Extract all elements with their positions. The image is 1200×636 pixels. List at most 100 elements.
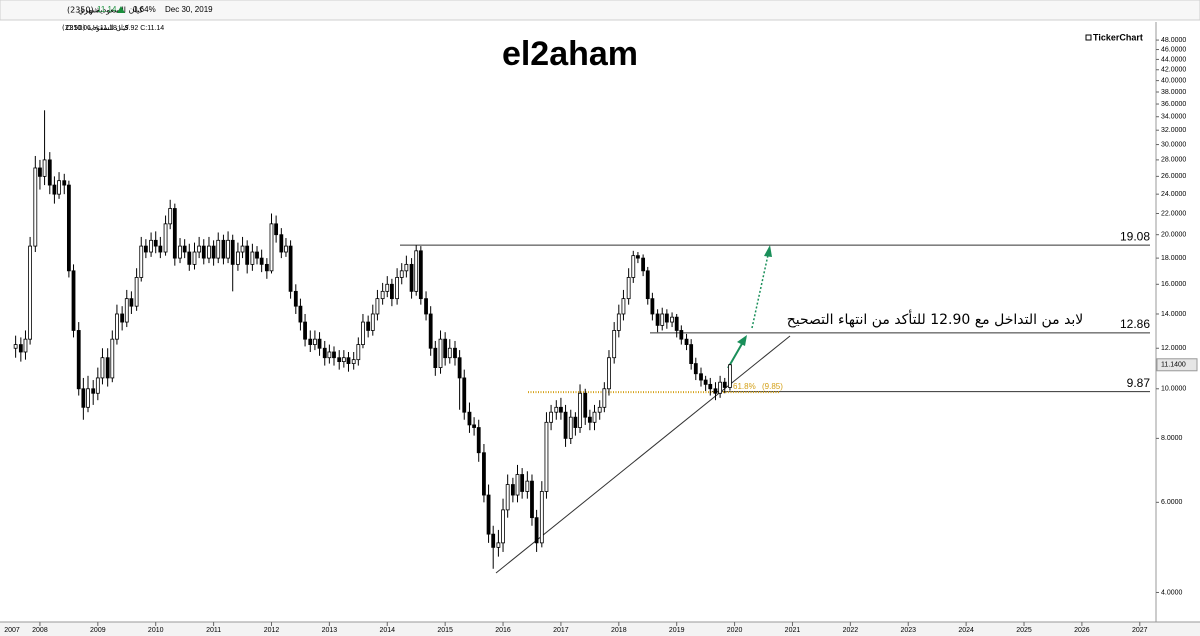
- candle-body: [380, 290, 385, 300]
- y-tick-label: 30.0000: [1161, 141, 1186, 148]
- arrow-head: [764, 245, 772, 257]
- candle-body: [124, 298, 129, 323]
- candle-body: [467, 411, 472, 426]
- candle-body: [433, 347, 438, 368]
- candle-body: [308, 338, 313, 345]
- candle-body: [327, 351, 332, 359]
- y-tick-label: 48.0000: [1161, 37, 1186, 44]
- y-tick-label: 12.0000: [1161, 345, 1186, 352]
- candle-body: [578, 392, 582, 428]
- candle-body: [95, 377, 100, 394]
- candle-body: [33, 167, 38, 247]
- logo: TickerChart: [1093, 32, 1143, 42]
- x-tick-label: 2013: [322, 627, 338, 634]
- candle-body: [197, 245, 202, 253]
- candle-body: [274, 223, 279, 236]
- candle-body: [172, 208, 177, 259]
- candle-body: [520, 474, 525, 492]
- candle-body: [187, 251, 192, 265]
- ohlc: O:10.06 H:11.18 L:9.92 C:11.14: [66, 25, 164, 32]
- x-tick-label: 2012: [264, 627, 280, 634]
- y-tick-label: 26.0000: [1161, 173, 1186, 180]
- level-label: 12.86: [1120, 317, 1150, 331]
- last-price-label: 11.1400: [1161, 362, 1186, 369]
- chart-title: el2aham: [502, 35, 638, 73]
- candle-body: [298, 305, 303, 323]
- x-tick-label: 2019: [669, 627, 685, 634]
- candle-body: [71, 270, 76, 331]
- candle-body: [178, 245, 182, 259]
- annotation: لابد من التداخل مع 12.90 للتأكد من انتها…: [787, 309, 1084, 328]
- candle-body: [52, 184, 57, 195]
- candle-body: [76, 330, 81, 390]
- candle-body: [626, 277, 631, 300]
- candle-body: [158, 245, 163, 253]
- x-tick-label: 2011: [206, 627, 221, 634]
- candle-body: [728, 364, 732, 388]
- candle-body: [356, 344, 361, 361]
- date: Dec 30, 2019: [165, 5, 213, 14]
- candle-body: [424, 298, 428, 315]
- x-axis-band: [0, 622, 1200, 636]
- candle-body: [259, 257, 264, 265]
- y-tick-label: 22.0000: [1161, 210, 1186, 217]
- candle-body: [486, 494, 491, 535]
- candle-body: [153, 239, 158, 247]
- candle-body: [447, 347, 452, 359]
- candle-body: [664, 313, 669, 323]
- fib-value-label: (9.85): [762, 382, 783, 391]
- candle-body: [182, 245, 187, 253]
- candle-body: [568, 416, 573, 439]
- candle-body: [501, 509, 505, 544]
- candle-body: [443, 338, 448, 359]
- candle-body: [510, 484, 515, 496]
- candle-body: [18, 344, 23, 353]
- candle-body: [515, 474, 520, 496]
- x-tick-label: 2026: [1074, 627, 1090, 634]
- candle-body: [534, 517, 539, 544]
- period: شهري: [78, 6, 99, 15]
- candle-body: [351, 359, 356, 364]
- candle-body: [375, 298, 380, 315]
- candle-body: [505, 484, 510, 511]
- candle-body: [703, 379, 708, 385]
- candle-body: [453, 347, 457, 359]
- candle-body: [636, 255, 640, 259]
- candle-body: [491, 533, 496, 548]
- candle-body: [573, 416, 578, 428]
- candle-body: [23, 338, 28, 353]
- x-tick-label: 2016: [495, 627, 511, 634]
- candle-body: [313, 338, 317, 345]
- candle-body: [462, 377, 467, 413]
- candle-body: [226, 239, 230, 259]
- candle-body: [385, 283, 390, 292]
- candle-body: [554, 406, 559, 413]
- candle-body: [438, 338, 443, 368]
- fib-label: 61.8%: [733, 382, 756, 391]
- candle-body: [404, 263, 409, 272]
- candle-body: [370, 313, 375, 331]
- candle-body: [655, 313, 660, 326]
- y-tick-label: 14.0000: [1161, 311, 1186, 318]
- x-tick-label: 2024: [958, 627, 974, 634]
- candle-body: [38, 167, 42, 177]
- candle-body: [149, 239, 153, 253]
- y-tick-label: 16.0000: [1161, 281, 1186, 288]
- candle-body: [91, 388, 96, 394]
- candle-body: [236, 251, 240, 265]
- last-price-box: [1156, 358, 1198, 372]
- candle-body: [221, 239, 226, 259]
- candle-body: [66, 184, 71, 272]
- candle-body: [621, 298, 626, 315]
- candle-body: [472, 424, 476, 428]
- candle-body: [100, 357, 105, 379]
- candle-body: [28, 245, 33, 340]
- candle-body: [62, 180, 67, 186]
- x-tick-label: 2021: [785, 627, 801, 634]
- candle-body: [129, 298, 134, 307]
- header-bar: [0, 0, 1200, 21]
- candle-body: [207, 245, 211, 259]
- x-tick-label: 2014: [379, 627, 395, 634]
- level-label: 19.08: [1120, 229, 1150, 243]
- candle-body: [163, 223, 168, 253]
